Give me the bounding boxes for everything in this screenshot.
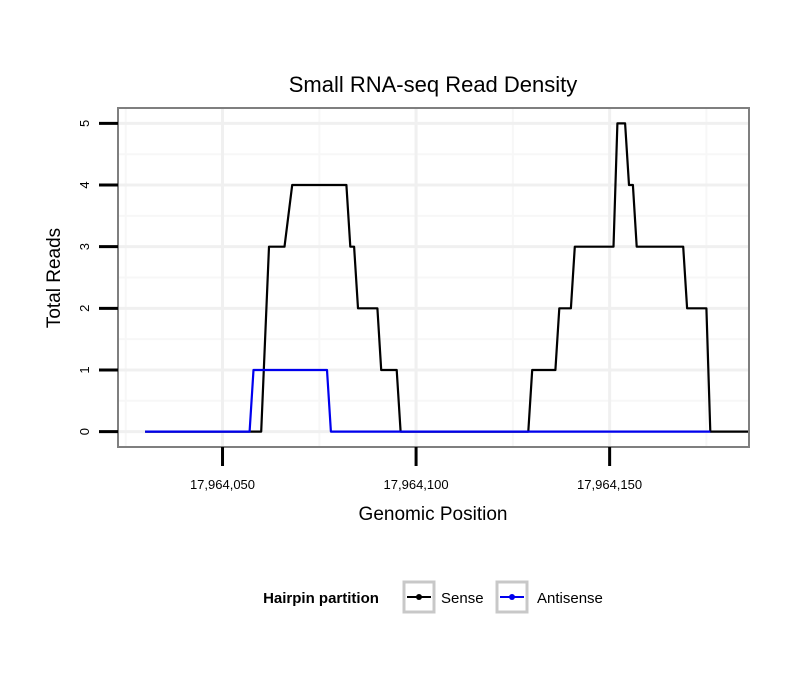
legend-swatch-point-sense <box>416 594 422 600</box>
legend-label-sense: Sense <box>441 590 484 607</box>
series-line-sense <box>145 122 749 433</box>
series-line-antisense <box>145 368 711 433</box>
legend-item-antisense: Antisense <box>495 580 603 614</box>
y-axis-title: Total Reads <box>44 228 65 328</box>
grid <box>118 108 749 447</box>
y-tick-label: 1 <box>77 366 92 373</box>
legend-label-antisense: Antisense <box>537 590 603 607</box>
x-tick-label: 17,964,100 <box>384 477 449 492</box>
legend-title: Hairpin partition <box>263 590 379 607</box>
y-tick-label: 2 <box>77 305 92 312</box>
series-lines <box>145 122 749 433</box>
chart-title: Small RNA-seq Read Density <box>289 72 578 97</box>
x-tick-label: 17,964,050 <box>190 477 255 492</box>
plot-panel-border <box>117 107 750 448</box>
legend: Hairpin partition Sense Antisense <box>263 580 603 614</box>
y-axis: 0 1 2 3 4 5 <box>77 120 118 435</box>
legend-item-sense: Sense <box>402 580 484 614</box>
x-tick-label: 17,964,150 <box>577 477 642 492</box>
y-tick-label: 4 <box>77 181 92 188</box>
y-tick-label: 3 <box>77 243 92 250</box>
x-axis-title: Genomic Position <box>359 504 508 525</box>
y-tick-label: 5 <box>77 120 92 127</box>
y-tick-label: 0 <box>77 428 92 435</box>
legend-swatch-point-antisense <box>509 594 515 600</box>
x-axis: 17,964,050 17,964,100 17,964,150 <box>190 447 642 492</box>
